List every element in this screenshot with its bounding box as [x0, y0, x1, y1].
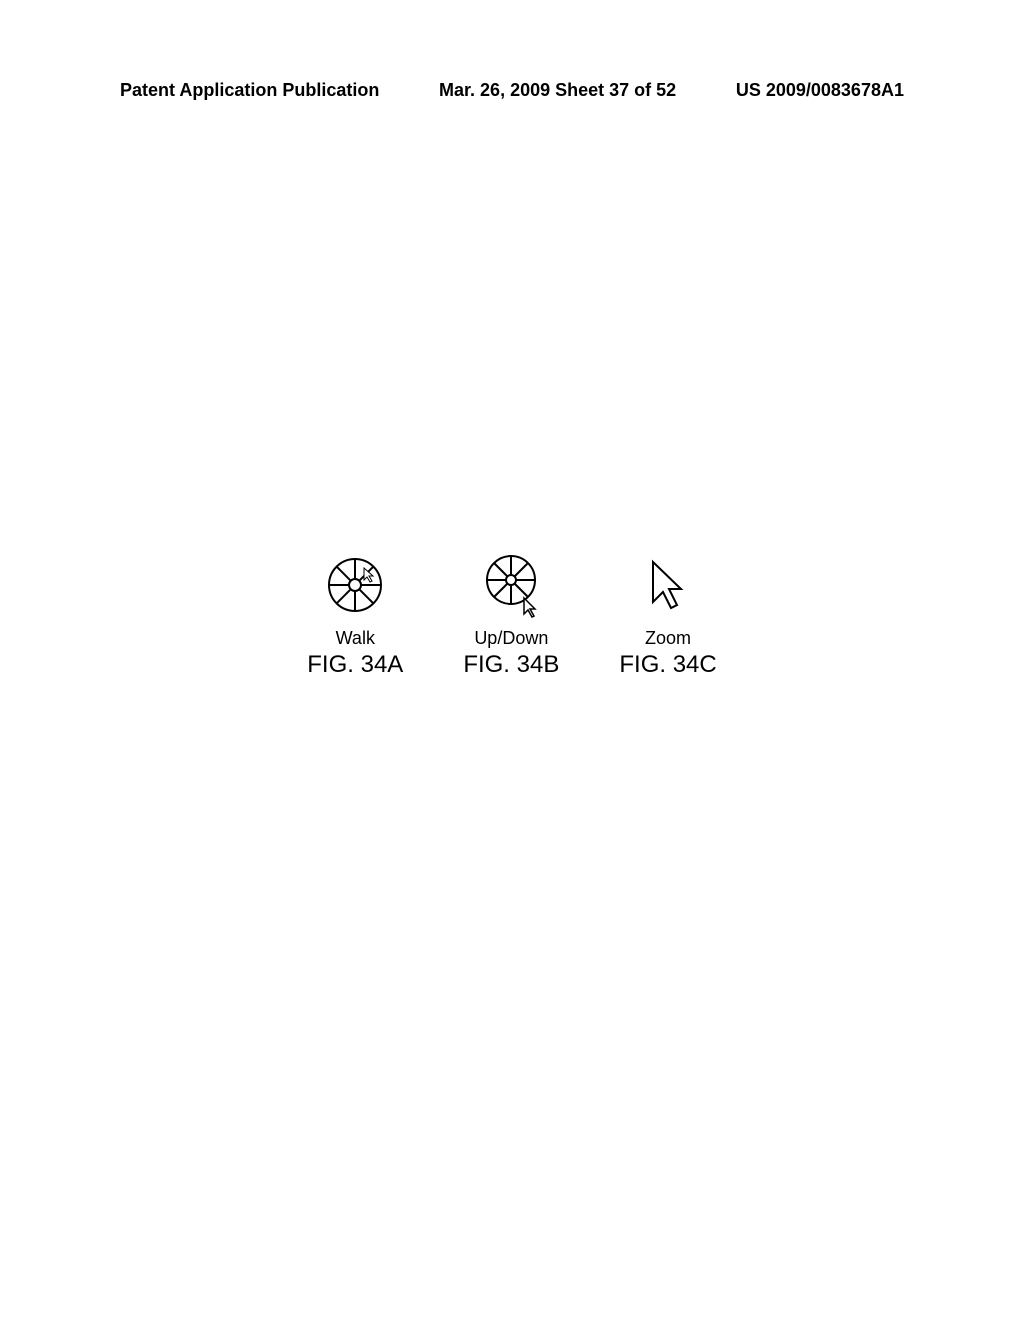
figures-row: Walk FIG. 34A Up/Down FIG. 34B: [0, 550, 1024, 679]
figure-34b-label: Up/Down: [474, 628, 548, 649]
figure-34c-caption: FIG. 34C: [619, 651, 716, 679]
figure-34b-caption: FIG. 34B: [463, 651, 559, 679]
figure-34b: Up/Down FIG. 34B: [463, 550, 559, 679]
date-sheet-info: Mar. 26, 2009 Sheet 37 of 52: [439, 80, 676, 101]
publication-number: US 2009/0083678A1: [736, 80, 904, 101]
figure-34c-label: Zoom: [645, 628, 691, 649]
figure-34a: Walk FIG. 34A: [307, 550, 403, 679]
figure-34a-label: Walk: [336, 628, 375, 649]
zoom-icon: [633, 550, 703, 620]
publication-type: Patent Application Publication: [120, 80, 379, 101]
figure-34c: Zoom FIG. 34C: [619, 550, 716, 679]
updown-icon: [476, 550, 546, 620]
page-header: Patent Application Publication Mar. 26, …: [0, 80, 1024, 101]
figure-34a-caption: FIG. 34A: [307, 651, 403, 679]
walk-icon: [320, 550, 390, 620]
